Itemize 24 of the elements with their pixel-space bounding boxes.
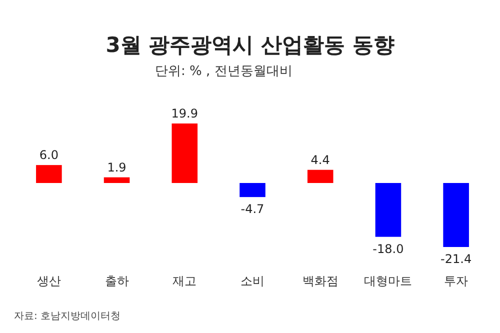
data-label: 6.0 bbox=[39, 148, 58, 162]
chart-title: 3월 광주광역시 산업활동 동향 bbox=[106, 33, 394, 57]
chart-subtitle: 단위: % , 전년동월대비 bbox=[155, 64, 292, 79]
data-label: 19.9 bbox=[171, 106, 198, 120]
data-label: -4.7 bbox=[240, 202, 264, 216]
x-tick-label: 대형마트 bbox=[364, 274, 412, 288]
text: 자료: 호남지방데이터청 bbox=[14, 311, 121, 322]
x-tick-label: 소비 bbox=[240, 274, 264, 288]
bar bbox=[443, 183, 469, 247]
x-tick-label: 투자 bbox=[444, 274, 468, 288]
x-tick-label: 출하 bbox=[104, 274, 129, 288]
bar bbox=[375, 183, 402, 237]
bar bbox=[240, 183, 266, 198]
bar bbox=[307, 170, 334, 183]
data-label: -21.4 bbox=[440, 252, 472, 266]
data-label: -18.0 bbox=[372, 242, 404, 256]
bar bbox=[36, 165, 62, 183]
bar bbox=[172, 123, 198, 183]
x-tick-label: 백화점 bbox=[302, 274, 338, 288]
data-label: 1.9 bbox=[107, 160, 126, 174]
bar bbox=[104, 177, 130, 183]
x-tick-label: 생산 bbox=[36, 274, 61, 288]
data-label: 4.4 bbox=[310, 152, 330, 167]
x-tick-label: 재고 bbox=[172, 274, 197, 288]
